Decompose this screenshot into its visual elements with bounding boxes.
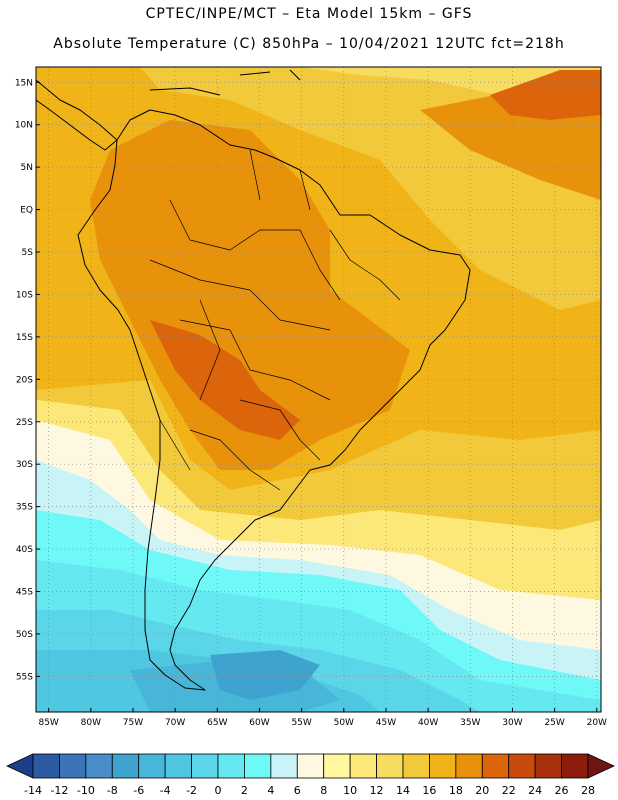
colorbar-tick-label: 8 <box>320 784 327 797</box>
colorbar-tick-label: -14 <box>24 784 42 797</box>
latitude-labels: 15N 10N 5N EQ 5S 10S 15S 20S 25S 30S 35S 40S 45S 50S 5… <box>15 78 40 682</box>
caribbean-islands <box>149 69 301 96</box>
lon-label: 25W <box>544 718 564 728</box>
lat-label: 15N <box>15 78 33 88</box>
lon-label: 75W <box>123 718 143 728</box>
lon-label: 45W <box>376 718 396 728</box>
lon-label: 65W <box>207 718 227 728</box>
lat-label: 40S <box>16 545 33 555</box>
lon-label: 30W <box>502 718 522 728</box>
lat-label: 20S <box>16 375 33 385</box>
lon-label: 55W <box>291 718 311 728</box>
lat-label: 30S <box>16 460 33 470</box>
colorbar-swatch <box>85 753 113 779</box>
lon-label: 35W <box>460 718 480 728</box>
colorbar-tick-label: -2 <box>186 784 197 797</box>
map-title-line-2: Absolute Temperature (C) 850hPa – 10/04/… <box>53 36 565 52</box>
lon-label: 70W <box>165 718 185 728</box>
colorbar-tick-label: 2 <box>241 784 248 797</box>
colorbar-tick-label: -10 <box>77 784 95 797</box>
colorbar-swatch <box>32 753 60 779</box>
colorbar-tick-label: 28 <box>581 784 595 797</box>
colorbar-tick-label: -4 <box>160 784 171 797</box>
colorbar-swatch <box>429 753 457 779</box>
plot-frame <box>35 66 602 713</box>
colorbar-swatch <box>296 753 325 779</box>
colorbar-tick-label: 6 <box>294 784 301 797</box>
lat-label: EQ <box>20 206 33 216</box>
colorbar-max-arrow <box>587 753 615 779</box>
colorbar-swatch <box>402 753 430 779</box>
colorbar-swatch <box>217 753 245 779</box>
lat-label: 10N <box>15 121 33 131</box>
lat-label: 15S <box>16 333 33 343</box>
colorbar-tick-label: 0 <box>215 784 222 797</box>
colorbar-swatch <box>244 753 272 779</box>
colorbar-tick-label: 14 <box>396 784 410 797</box>
colorbar-swatch <box>323 753 351 779</box>
colorbar-min-arrow <box>6 753 34 779</box>
lat-label: 45S <box>16 587 33 597</box>
colorbar-swatch <box>138 753 166 779</box>
lat-label: 55S <box>16 672 33 682</box>
lon-label: 85W <box>38 718 58 728</box>
lat-label: 50S <box>16 630 33 640</box>
lon-label: 50W <box>334 718 354 728</box>
borders <box>149 149 401 491</box>
temperature-field <box>36 67 601 712</box>
band-ne-22 <box>490 70 601 120</box>
map-title-line-1: CPTEC/INPE/MCT – Eta Model 15km – GFS <box>145 6 473 22</box>
colorbar-swatch <box>481 753 510 779</box>
colorbar-swatch <box>111 753 140 779</box>
colorbar-swatch <box>270 753 298 779</box>
colorbar-swatch <box>508 753 536 779</box>
lat-label: 25S <box>16 418 33 428</box>
lat-label: 35S <box>16 503 33 513</box>
continent-20 <box>90 120 410 470</box>
colorbar-tick-label: 18 <box>449 784 463 797</box>
colorbar-tick-label: 16 <box>422 784 436 797</box>
longitude-labels: 85W 80W 75W 70W 65W 60W 55W 50W 45W 40W 35W 30W 25W 2… <box>38 708 607 728</box>
colorbar-swatch <box>455 753 483 779</box>
colorbar-tick-label: 24 <box>528 784 542 797</box>
band-south-m6 <box>210 650 320 700</box>
colorbar-tick-label: 26 <box>555 784 569 797</box>
continent-22 <box>150 320 300 440</box>
colorbar-tick-label: 22 <box>502 784 516 797</box>
lon-label: 80W <box>81 718 101 728</box>
colorbar-swatch <box>376 753 404 779</box>
colorbar-tick-label: 10 <box>343 784 357 797</box>
lon-label: 40W <box>418 718 438 728</box>
colorbar-swatch <box>534 753 562 779</box>
lat-label: 5N <box>21 163 33 173</box>
colorbar-swatch <box>59 753 87 779</box>
colorbar-swatch <box>164 753 192 779</box>
colorbar-tick-label: -8 <box>107 784 118 797</box>
colorbar-tick-label: 4 <box>267 784 274 797</box>
colorbar-tick-label: 20 <box>475 784 489 797</box>
central-america-coast <box>36 79 118 151</box>
lon-label: 60W <box>249 718 269 728</box>
coastlines <box>36 69 471 691</box>
colorbar-tick-label: -6 <box>133 784 144 797</box>
colorbar-swatch <box>561 753 589 779</box>
lat-label: 5S <box>22 248 34 258</box>
lat-label: 10S <box>16 290 33 300</box>
colorbar-tick-label: 12 <box>370 784 384 797</box>
lon-label: 20W <box>587 718 607 728</box>
colorbar-swatch <box>349 753 377 779</box>
south-america-coast <box>77 109 471 691</box>
colorbar-tick-label: -12 <box>50 784 68 797</box>
colorbar: -14 -12 -10 -8 -6 -4 -2 0 2 4 6 8 10 12 14 16 18 20 22 24 26… <box>6 753 615 797</box>
colorbar-swatch <box>191 753 219 779</box>
